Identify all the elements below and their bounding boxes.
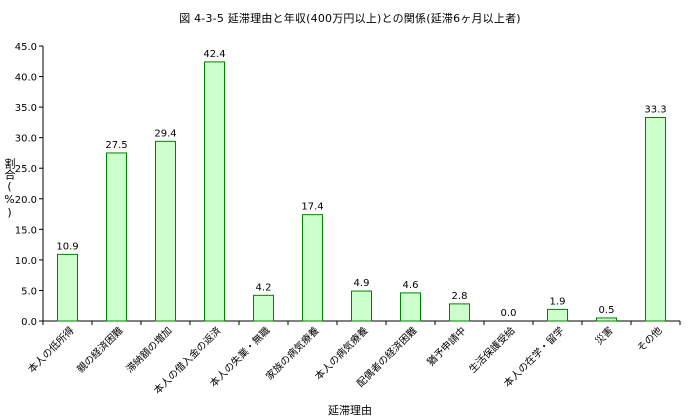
x-tick-label: 災害 bbox=[592, 324, 615, 347]
bar bbox=[547, 308, 568, 322]
bar bbox=[253, 294, 274, 322]
bar bbox=[106, 152, 127, 322]
data-label: 33.3 bbox=[644, 105, 666, 116]
bar bbox=[400, 292, 421, 322]
x-tick-label: 親の経済困難 bbox=[74, 324, 126, 376]
bar bbox=[449, 303, 470, 322]
y-tick-label: 35.0 bbox=[15, 103, 37, 114]
x-tick-label: 猶予申請中 bbox=[424, 324, 469, 369]
data-label: 17.4 bbox=[301, 202, 323, 213]
bar bbox=[155, 140, 176, 322]
x-tick-label: 生活保護受給 bbox=[466, 324, 518, 376]
data-label: 0.0 bbox=[501, 308, 517, 319]
bar bbox=[57, 253, 78, 322]
bar bbox=[204, 61, 225, 322]
y-tick-label: 20.0 bbox=[15, 195, 37, 206]
bar bbox=[302, 214, 323, 322]
y-tick-label: 45.0 bbox=[15, 42, 37, 53]
bars bbox=[57, 61, 666, 322]
x-tick-labels: 本人の低所得親の経済困難滞納額の増加本人の借入金の返済本人の失業・無職家族の病気… bbox=[25, 324, 665, 397]
y-tick-label: 40.0 bbox=[15, 73, 37, 84]
data-label: 2.8 bbox=[452, 291, 468, 302]
y-tick-label: 15.0 bbox=[15, 225, 37, 236]
data-label: 10.9 bbox=[56, 241, 78, 252]
bar bbox=[351, 290, 372, 322]
x-tick-label: 本人の低所得 bbox=[25, 324, 77, 376]
data-label: 0.5 bbox=[599, 305, 615, 316]
data-label: 42.4 bbox=[203, 49, 225, 60]
x-tick-label: 滞納額の増加 bbox=[123, 324, 175, 376]
x-tick-label: その他 bbox=[634, 324, 664, 354]
bar bbox=[596, 317, 617, 322]
data-label: 1.9 bbox=[550, 296, 566, 307]
value-labels: 10.9 27.5 29.4 42.4 4.2 17.4 4.9 4.6 2.8 0.0 1.9 0.… bbox=[56, 49, 666, 319]
y-tick-label: 25.0 bbox=[15, 164, 37, 175]
bar bbox=[645, 117, 666, 322]
data-label: 29.4 bbox=[154, 128, 176, 139]
data-label: 4.2 bbox=[256, 282, 272, 293]
data-label: 27.5 bbox=[105, 140, 127, 151]
y-tick-label: 5.0 bbox=[21, 286, 37, 297]
y-tick-label: 10.0 bbox=[15, 256, 37, 267]
y-tick-label: 30.0 bbox=[15, 134, 37, 145]
data-label: 4.6 bbox=[403, 280, 419, 291]
y-tick-label: 0.0 bbox=[21, 317, 37, 328]
y-axis-label: 割合(%) bbox=[3, 158, 16, 219]
data-label: 4.9 bbox=[354, 278, 370, 289]
chart-title: 図 4-3-5 延滞理由と年収(400万円以上)との関係(延滞6ヶ月以上者) bbox=[179, 12, 521, 25]
x-axis-label: 延滞理由 bbox=[328, 404, 372, 417]
